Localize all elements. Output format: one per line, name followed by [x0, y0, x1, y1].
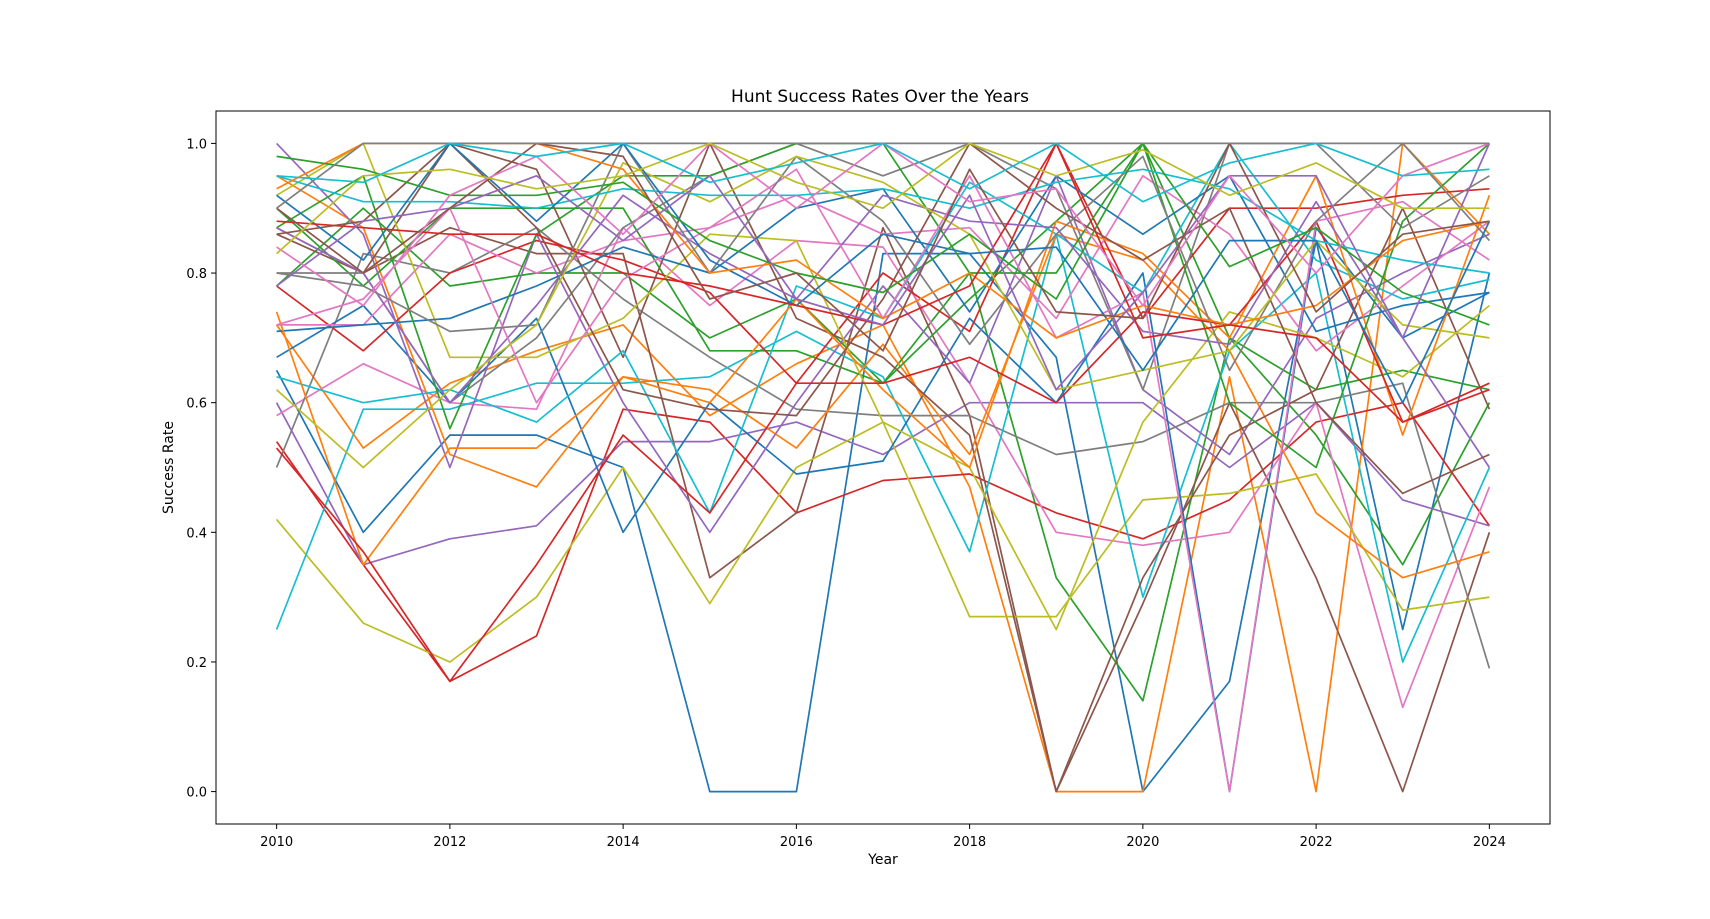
x-axis: 2010 2012 2014 2016 2018 2020 2022 2024: [260, 824, 1506, 850]
chart-title: Hunt Success Rates Over the Years: [731, 87, 1029, 107]
series-line: [275, 174, 1491, 566]
series-line: [276, 143, 1491, 391]
y-axis: 0.0 0.2 0.4 0.6 0.8 1.0: [186, 137, 216, 801]
y-axis-label: Success Rate: [161, 421, 177, 514]
series-line: [275, 239, 1491, 793]
series-line: [276, 142, 1490, 352]
plot-frame: [215, 110, 1551, 825]
series-line: [275, 142, 1490, 534]
x-axis-label: Year: [867, 852, 898, 868]
series-line: [276, 194, 1491, 468]
x-tick-label: 2014: [607, 835, 640, 850]
series-line: [276, 175, 1490, 579]
x-tick-label: 2022: [1300, 835, 1333, 850]
y-tick-label: 0.0: [186, 786, 207, 801]
series-line: [276, 142, 1491, 372]
series-line: [276, 226, 1491, 793]
series-line: [275, 401, 1490, 566]
y-tick-label: 0.2: [186, 656, 207, 671]
series-line: [276, 168, 1490, 274]
x-tick-label: 2012: [433, 835, 466, 850]
x-tick-label: 2010: [260, 835, 293, 850]
series-line: [276, 142, 1490, 255]
x-tick-label: 2020: [1126, 835, 1159, 850]
series-line: [276, 142, 1490, 385]
series-layer: [275, 142, 1491, 793]
x-tick-label: 2018: [953, 835, 986, 850]
series-line: [276, 142, 1491, 793]
x-tick-label: 2024: [1473, 835, 1506, 850]
y-tick-label: 0.4: [186, 526, 207, 541]
y-tick-label: 1.0: [186, 137, 207, 152]
series-line: [275, 226, 1491, 669]
series-line: [276, 142, 1490, 495]
plot-area: [275, 142, 1491, 793]
series-line: [275, 401, 1491, 683]
x-tick-label: 2016: [780, 835, 813, 850]
y-tick-label: 0.8: [186, 267, 207, 282]
series-line: [276, 142, 1490, 631]
series-line: [276, 142, 1490, 203]
y-tick-label: 0.6: [186, 397, 207, 412]
series-line: [276, 155, 1490, 469]
